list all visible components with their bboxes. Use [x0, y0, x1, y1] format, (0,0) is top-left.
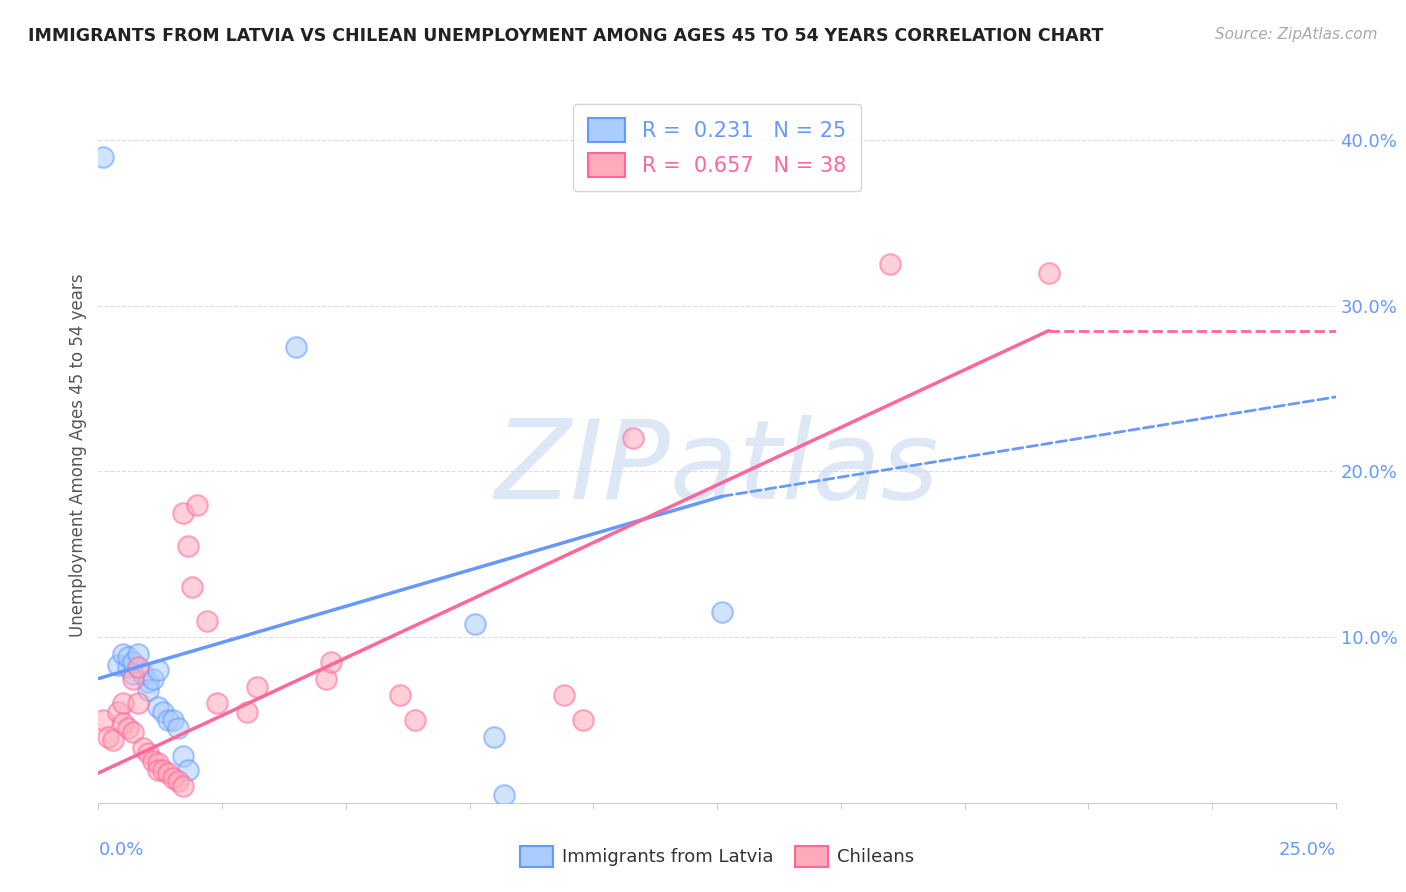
Point — [205, 697, 228, 711]
Point — [122, 666, 145, 681]
Point — [621, 431, 644, 445]
Text: IMMIGRANTS FROM LATVIA VS CHILEAN UNEMPLOYMENT AMONG AGES 45 TO 54 YEARS CORRELA: IMMIGRANTS FROM LATVIA VS CHILEAN UNEMPL… — [28, 27, 1104, 45]
Point — [97, 730, 120, 744]
Point — [879, 257, 901, 271]
Point — [319, 655, 342, 669]
Point — [285, 340, 308, 354]
Point — [181, 581, 204, 595]
Legend: R =  0.231   N = 25, R =  0.657   N = 38: R = 0.231 N = 25, R = 0.657 N = 38 — [574, 103, 860, 191]
Point — [236, 705, 259, 719]
Point — [553, 688, 575, 702]
Point — [186, 498, 208, 512]
Point — [711, 605, 734, 619]
Point — [146, 699, 169, 714]
Point — [494, 788, 516, 802]
Point — [152, 763, 174, 777]
Point — [315, 672, 337, 686]
Point — [127, 647, 149, 661]
Point — [146, 763, 169, 777]
Point — [572, 713, 595, 727]
Point — [404, 713, 426, 727]
Point — [127, 697, 149, 711]
Point — [246, 680, 269, 694]
Point — [136, 683, 159, 698]
Point — [136, 746, 159, 760]
Point — [122, 655, 145, 669]
Point — [122, 672, 145, 686]
Point — [103, 732, 125, 747]
Point — [93, 713, 115, 727]
Point — [172, 779, 194, 793]
Point — [117, 721, 139, 735]
Point — [136, 674, 159, 689]
Y-axis label: Unemployment Among Ages 45 to 54 years: Unemployment Among Ages 45 to 54 years — [69, 273, 87, 637]
Point — [146, 663, 169, 677]
Point — [117, 660, 139, 674]
Legend: Immigrants from Latvia, Chileans: Immigrants from Latvia, Chileans — [513, 838, 921, 874]
Point — [107, 705, 129, 719]
Point — [162, 713, 184, 727]
Point — [172, 749, 194, 764]
Text: 25.0%: 25.0% — [1278, 841, 1336, 859]
Point — [107, 658, 129, 673]
Text: ZIPatlas: ZIPatlas — [495, 416, 939, 523]
Point — [132, 666, 155, 681]
Point — [122, 724, 145, 739]
Point — [142, 755, 165, 769]
Point — [166, 721, 188, 735]
Point — [176, 763, 198, 777]
Point — [464, 616, 486, 631]
Point — [166, 774, 188, 789]
Point — [127, 660, 149, 674]
Point — [93, 150, 115, 164]
Point — [112, 697, 135, 711]
Point — [117, 650, 139, 665]
Text: Source: ZipAtlas.com: Source: ZipAtlas.com — [1215, 27, 1378, 42]
Point — [484, 730, 506, 744]
Point — [132, 741, 155, 756]
Point — [176, 539, 198, 553]
Point — [142, 672, 165, 686]
Point — [112, 647, 135, 661]
Point — [195, 614, 218, 628]
Point — [152, 705, 174, 719]
Text: 0.0%: 0.0% — [98, 841, 143, 859]
Point — [172, 506, 194, 520]
Point — [389, 688, 412, 702]
Point — [156, 713, 179, 727]
Point — [1038, 266, 1060, 280]
Point — [112, 716, 135, 731]
Point — [156, 766, 179, 780]
Point — [146, 756, 169, 770]
Point — [162, 771, 184, 785]
